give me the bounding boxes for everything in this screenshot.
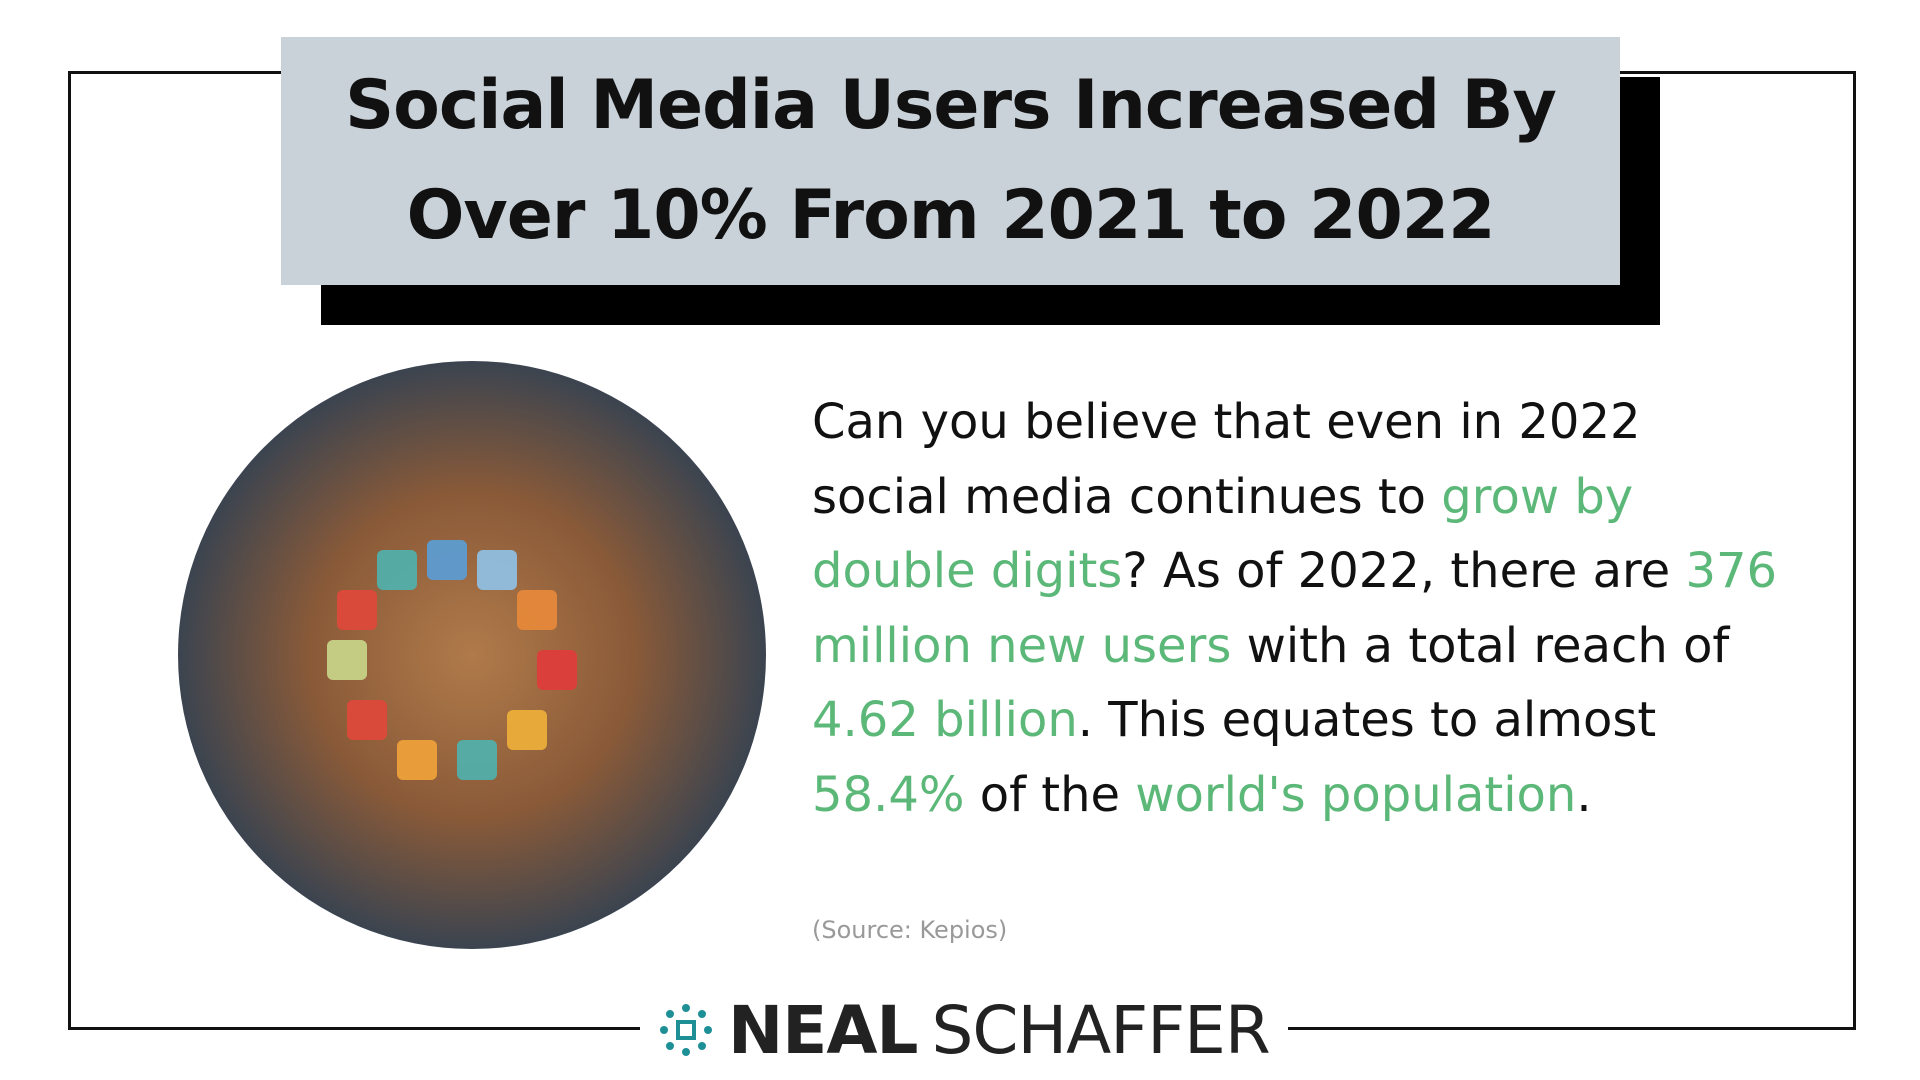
brand: NEAL SCHAFFER — [640, 990, 1288, 1070]
brand-last: SCHAFFER — [931, 991, 1270, 1069]
brand-first: NEAL — [728, 991, 918, 1069]
body-text-segment: of the — [964, 766, 1136, 823]
body-text-segment: with a total reach of — [1231, 617, 1730, 674]
highlight-text: 58.4% — [812, 766, 965, 823]
body-text-segment: ? As of 2022, there are — [1122, 543, 1686, 599]
highlight-text: 376 million new users — [812, 543, 1778, 674]
title-box: Social Media Users Increased By Over 10%… — [281, 37, 1620, 285]
body-text-segment: . — [1576, 766, 1592, 823]
highlight-text: 4.62 billion — [812, 692, 1078, 748]
photo — [178, 361, 766, 949]
body-text-segment: Can you believe that even in 2022 social… — [812, 394, 1641, 525]
highlight-text: grow by double digits — [812, 468, 1634, 600]
body-text-segment: . This equates to almost — [1077, 692, 1657, 748]
brand-logo — [660, 1004, 712, 1056]
source: (Source: Kepios) — [812, 916, 1008, 944]
title-line: Over 10% From 2021 to 2022 — [406, 176, 1496, 255]
title-line: Social Media Users Increased By — [345, 66, 1557, 145]
body-text: Can you believe that even in 2022 social… — [812, 385, 1792, 832]
highlight-text: world's population — [1135, 766, 1577, 823]
